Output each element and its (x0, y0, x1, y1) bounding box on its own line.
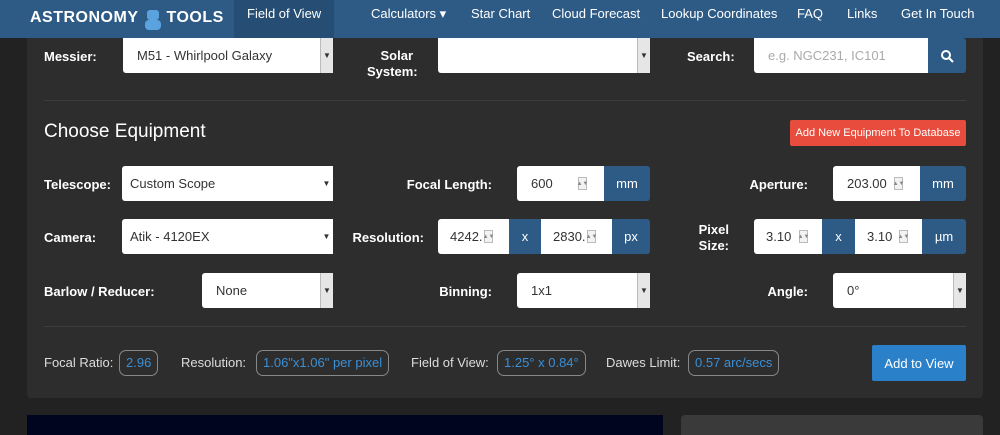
divider (44, 100, 966, 101)
solar-system-select[interactable]: ▼ (438, 38, 650, 73)
chevron-down-icon: ▼ (637, 273, 650, 308)
search-button[interactable] (928, 38, 966, 73)
add-new-equipment-button[interactable]: Add New Equipment To Database (790, 120, 966, 146)
nav-lookup-coordinates[interactable]: Lookup Coordinates (661, 6, 778, 21)
resolution-separator: x (509, 219, 541, 254)
solar-system-label: Solar System: (367, 48, 418, 79)
fov-label: Field of View: (411, 355, 489, 370)
angle-select[interactable]: 0° ▼ (833, 273, 966, 308)
aperture-input[interactable]: 203.00 ▲▼ (833, 166, 920, 201)
resolution-label: Resolution: (352, 230, 425, 245)
logo[interactable]: ASTRONOMY TOOLS (30, 6, 224, 30)
spinner-icon[interactable]: ▲▼ (898, 230, 909, 243)
spinner-icon[interactable]: ▲▼ (577, 177, 588, 190)
robot-icon (144, 6, 162, 30)
pixel-size-label: Pixel Size: (698, 222, 729, 253)
focal-ratio-value: 2.96 (119, 350, 159, 376)
nav-cloud-forecast[interactable]: Cloud Forecast (552, 6, 641, 21)
barlow-select[interactable]: None ▼ (202, 273, 333, 308)
telescope-select[interactable]: Custom Scope ▼ (122, 166, 333, 201)
resolution-unit: px (612, 219, 650, 254)
chevron-down-icon: ▼ (320, 38, 333, 73)
search-label: Search: (687, 49, 735, 64)
chevron-down-icon: ▼ (637, 38, 650, 73)
nav-calculators[interactable]: Calculators ▾ (371, 6, 447, 21)
chevron-down-icon: ▼ (320, 166, 333, 201)
pixel-y-input[interactable]: 3.10 ▲▼ (855, 219, 922, 254)
sky-view (27, 415, 663, 435)
chevron-down-icon: ▼ (953, 273, 966, 308)
camera-select[interactable]: Atik - 4120EX ▼ (122, 219, 333, 254)
side-panel (681, 415, 983, 435)
chevron-down-icon: ▼ (320, 273, 333, 308)
pixel-separator: x (822, 219, 855, 254)
spinner-icon[interactable]: ▲▼ (586, 230, 597, 243)
section-title: Choose Equipment (44, 121, 206, 142)
angle-label: Angle: (767, 284, 808, 299)
nav-get-in-touch[interactable]: Get In Touch (901, 6, 975, 21)
search-icon (941, 49, 954, 63)
nav-star-chart[interactable]: Star Chart (471, 6, 531, 21)
nav-links[interactable]: Links (847, 6, 878, 21)
spinner-icon[interactable]: ▲▼ (483, 230, 494, 243)
navbar: ASTRONOMY TOOLS Field of View Calculators… (0, 0, 1000, 38)
focal-ratio-label: Focal Ratio: (44, 355, 114, 370)
chevron-down-icon: ▼ (320, 219, 333, 254)
dawes-label: Dawes Limit: (606, 355, 681, 370)
barlow-label: Barlow / Reducer: (44, 284, 155, 299)
messier-value: M51 - Whirlpool Galaxy (137, 48, 273, 63)
resolution-y-input[interactable]: 2830. ▲▼ (541, 219, 612, 254)
camera-label: Camera: (44, 230, 97, 245)
messier-select[interactable]: M51 - Whirlpool Galaxy ▼ (123, 38, 333, 73)
spinner-icon[interactable]: ▲▼ (798, 230, 809, 243)
binning-label: Binning: (439, 284, 492, 299)
fov-panel: Messier: M51 - Whirlpool Galaxy ▼ Solar Sy… (27, 38, 983, 398)
divider (44, 326, 966, 327)
add-to-view-button[interactable]: Add to View (872, 345, 966, 381)
aperture-label: Aperture: (749, 177, 808, 192)
nav-field-of-view[interactable]: Field of View (234, 0, 335, 38)
binning-select[interactable]: 1x1 ▼ (517, 273, 650, 308)
fov-value: 1.25° x 0.84° (497, 350, 586, 376)
pixel-x-input[interactable]: 3.10 ▲▼ (754, 219, 822, 254)
spinner-icon[interactable]: ▲▼ (893, 177, 904, 190)
focal-length-input[interactable]: 600 ▲▼ (517, 166, 604, 201)
resolution-result-value: 1.06"x1.06" per pixel (256, 350, 390, 376)
pixel-unit: µm (922, 219, 966, 254)
aperture-unit: mm (920, 166, 966, 201)
focal-length-label: Focal Length: (406, 177, 492, 192)
resolution-x-input[interactable]: 4242. ▲▼ (438, 219, 509, 254)
search-input[interactable]: e.g. NGC231, IC101 (754, 38, 928, 73)
telescope-label: Telescope: (44, 177, 111, 192)
nav-faq[interactable]: FAQ (797, 6, 824, 21)
dawes-value: 0.57 arc/secs (688, 350, 780, 376)
messier-label: Messier: (44, 49, 97, 64)
focal-unit: mm (604, 166, 650, 201)
resolution-result-label: Resolution: (181, 355, 247, 370)
